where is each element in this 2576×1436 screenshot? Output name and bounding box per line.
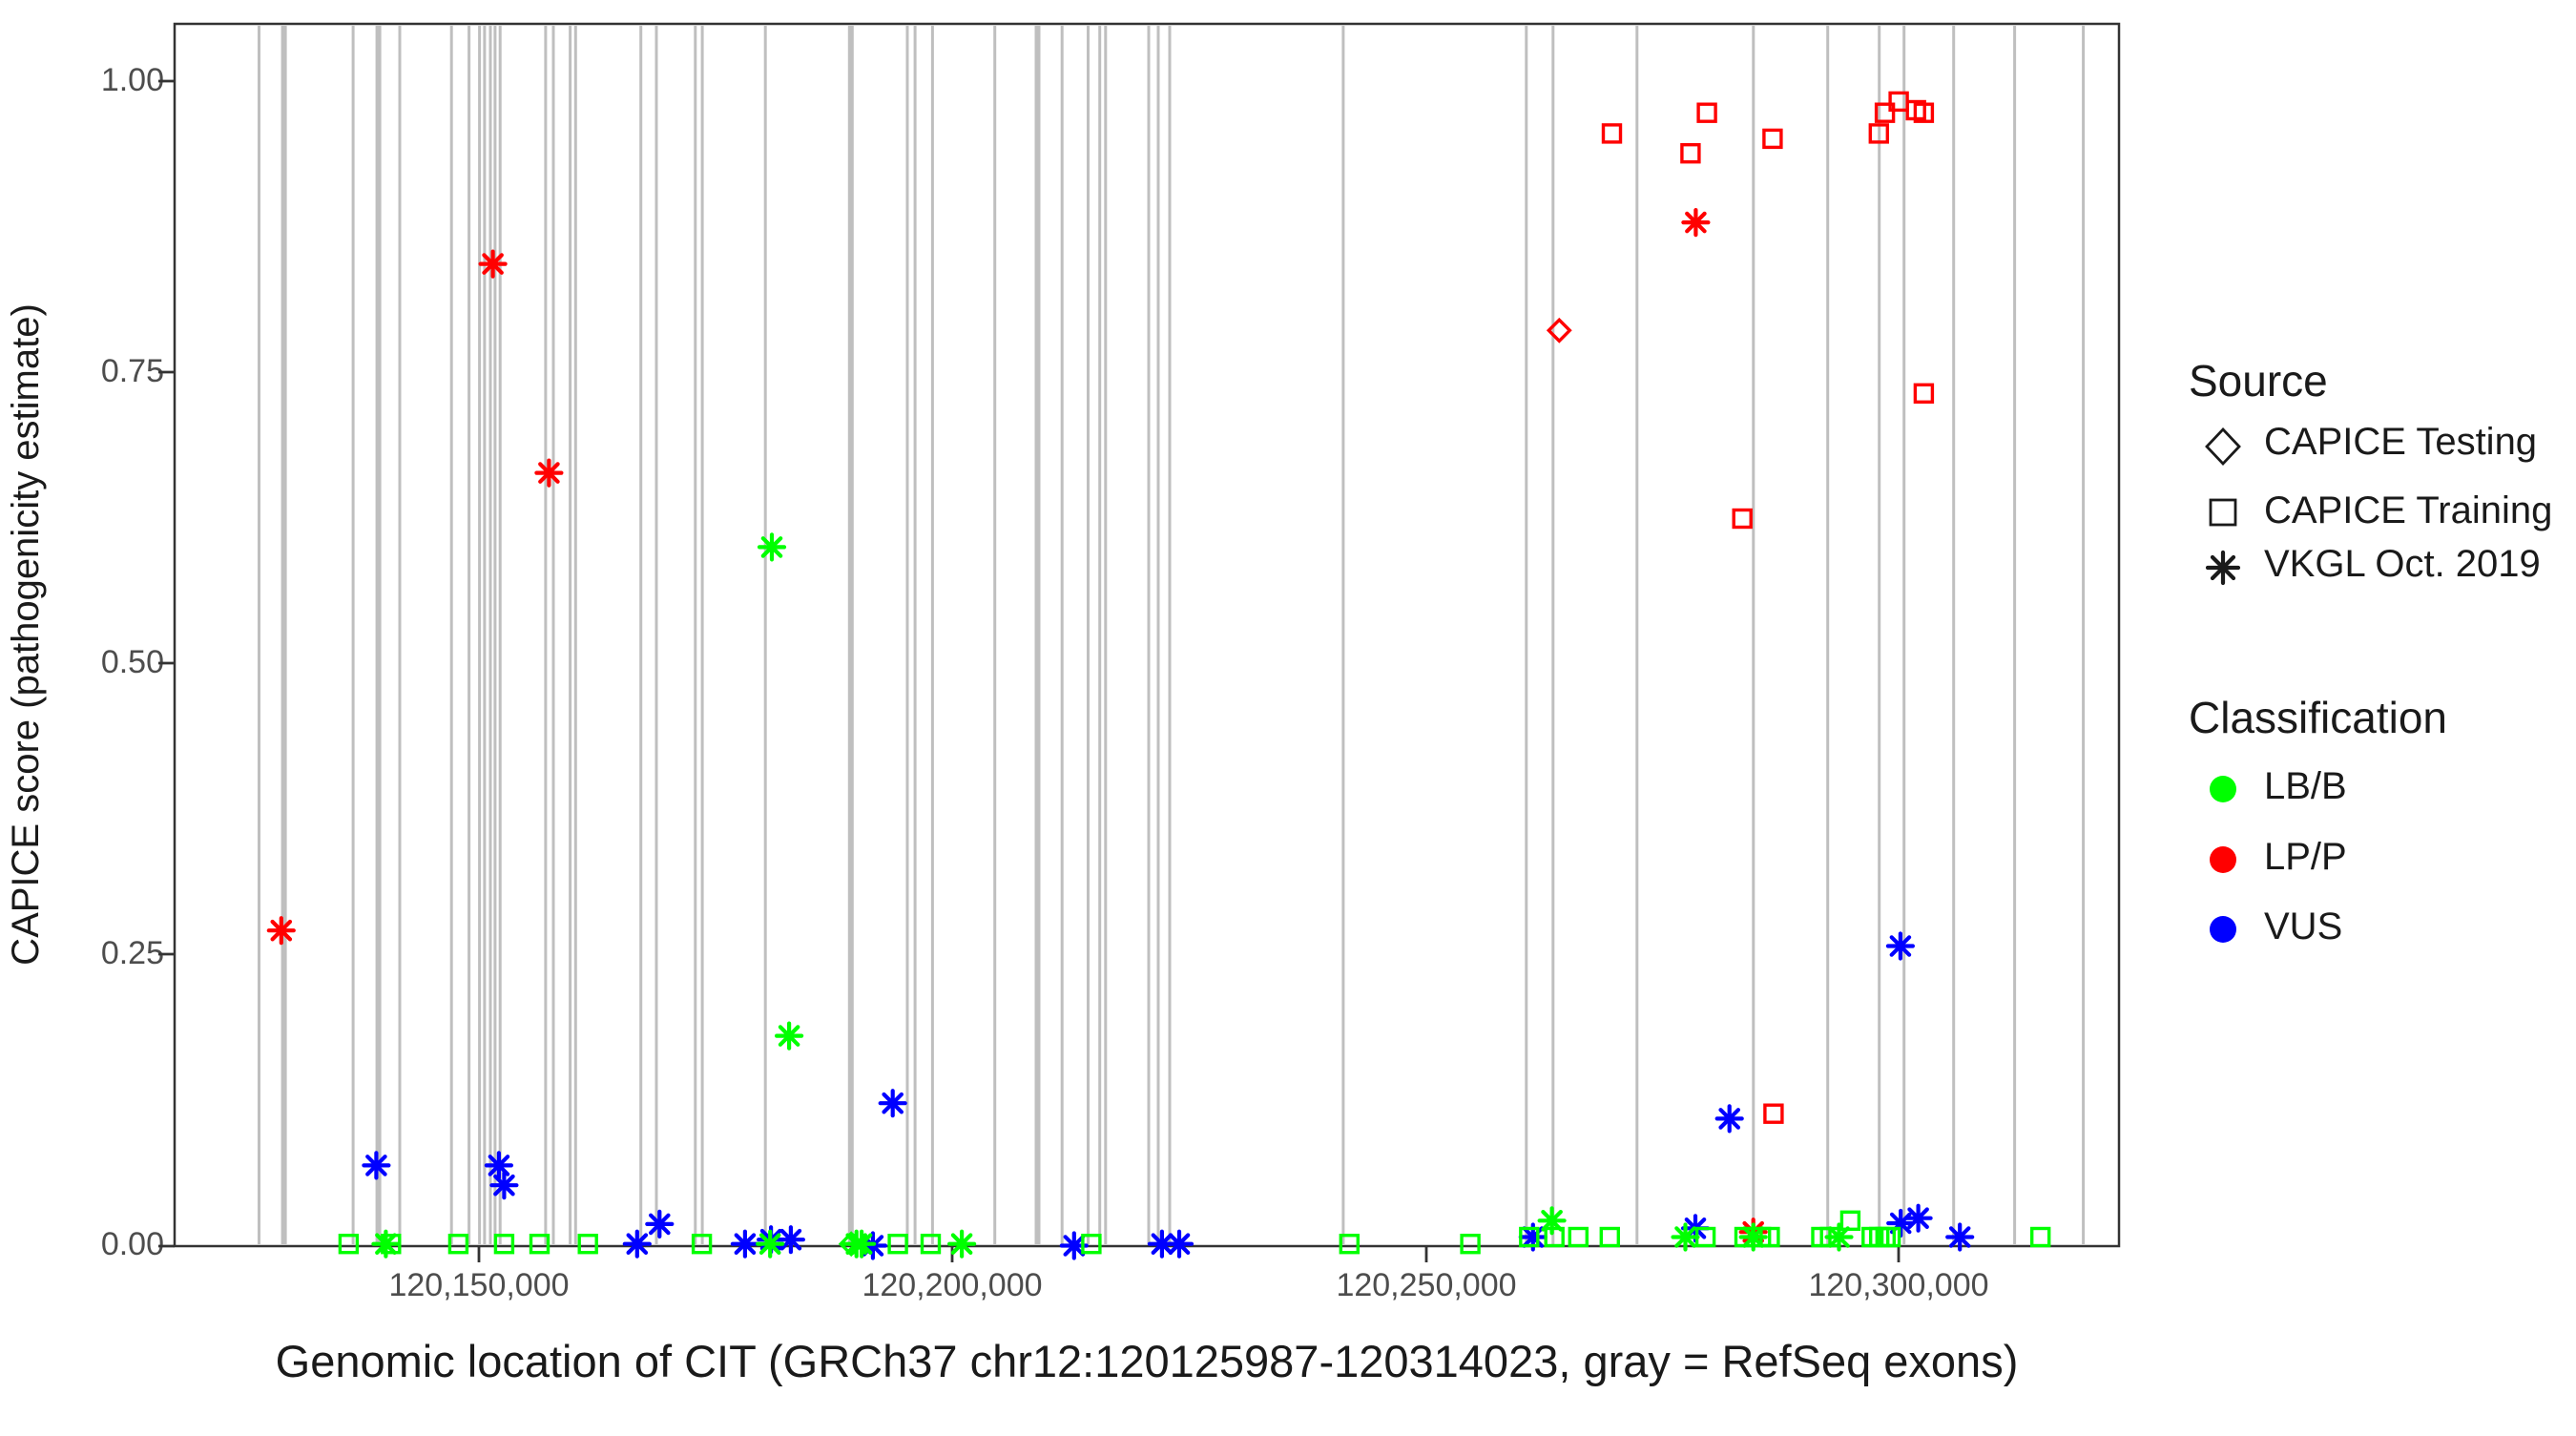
- svg-text:CAPICE Testing: CAPICE Testing: [2264, 421, 2537, 463]
- svg-text:0.00: 0.00: [101, 1226, 164, 1262]
- svg-text:120,250,000: 120,250,000: [1336, 1267, 1516, 1303]
- svg-text:0.25: 0.25: [101, 935, 164, 971]
- svg-text:VUS: VUS: [2264, 905, 2342, 947]
- svg-text:LP/P: LP/P: [2264, 836, 2347, 878]
- svg-text:Classification: Classification: [2189, 693, 2447, 742]
- svg-text:LB/B: LB/B: [2264, 765, 2347, 807]
- svg-text:Genomic location of CIT (GRCh3: Genomic location of CIT (GRCh37 chr12:12…: [276, 1336, 2019, 1386]
- svg-text:120,300,000: 120,300,000: [1808, 1267, 1988, 1303]
- svg-text:Source: Source: [2189, 356, 2328, 406]
- svg-text:0.75: 0.75: [101, 353, 164, 389]
- svg-text:120,200,000: 120,200,000: [862, 1267, 1042, 1303]
- svg-text:120,150,000: 120,150,000: [388, 1267, 569, 1303]
- svg-text:0.50: 0.50: [101, 644, 164, 680]
- svg-text:1.00: 1.00: [101, 62, 164, 98]
- svg-text:CAPICE Training: CAPICE Training: [2264, 489, 2552, 531]
- svg-text:CAPICE score (pathogenicity es: CAPICE score (pathogenicity estimate): [5, 303, 47, 966]
- svg-text:VKGL Oct. 2019: VKGL Oct. 2019: [2264, 543, 2541, 585]
